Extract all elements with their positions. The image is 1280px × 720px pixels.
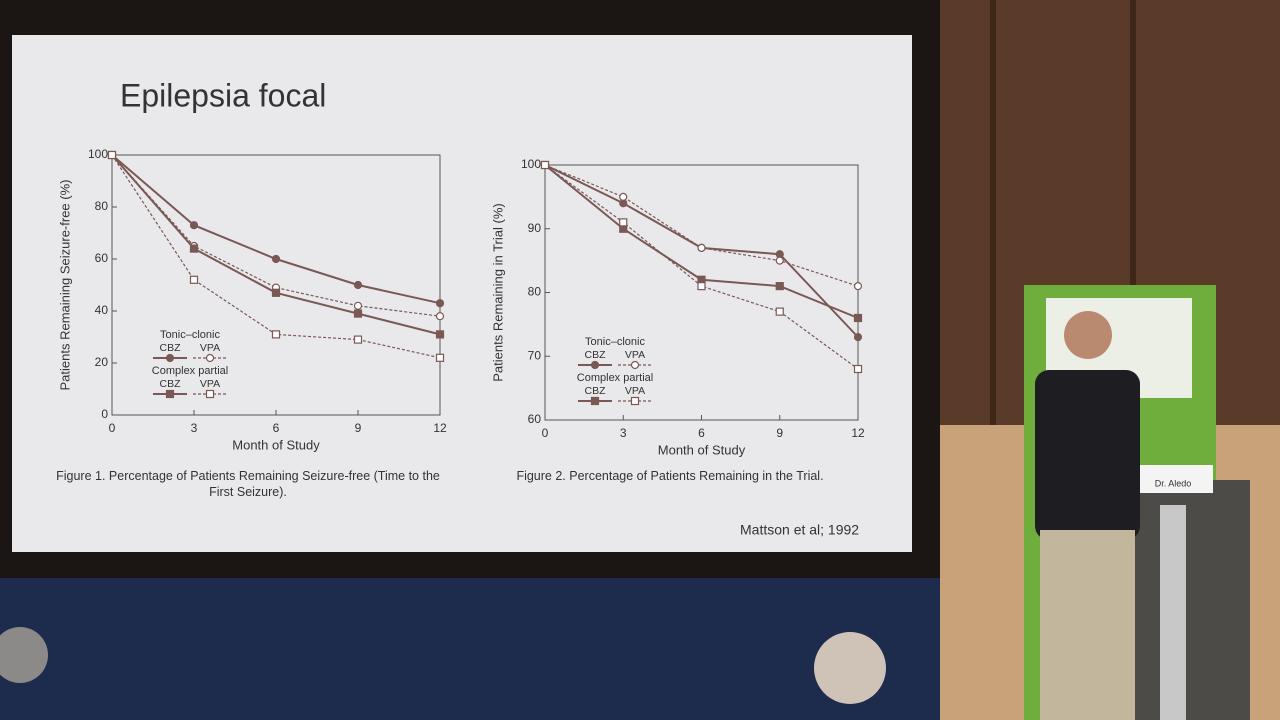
y-tick-label: 60 <box>95 251 109 265</box>
legend-label: CBZ <box>160 342 182 354</box>
marker <box>435 312 445 321</box>
audience-head <box>0 627 48 683</box>
y-tick-label: 70 <box>528 348 542 362</box>
y-tick-label: 80 <box>95 199 109 213</box>
marker <box>435 299 445 308</box>
legend-group-title: Complex partial <box>152 365 228 377</box>
y-axis-label: Patients Remaining in Trial (%) <box>490 203 505 381</box>
slide <box>12 35 912 552</box>
legend-marker <box>590 396 600 406</box>
y-tick-label: 100 <box>521 157 541 171</box>
marker <box>853 282 863 291</box>
citation: Mattson et al; 1992 <box>740 522 859 538</box>
marker <box>697 282 706 291</box>
marker <box>189 244 199 253</box>
marker <box>853 333 863 342</box>
marker <box>619 192 628 201</box>
y-tick-label: 90 <box>528 221 542 235</box>
legend-marker <box>165 389 175 399</box>
legend-marker <box>590 360 600 370</box>
speaker-jacket <box>1035 370 1140 540</box>
marker <box>619 218 628 227</box>
wood-seam <box>990 0 996 430</box>
x-tick-label: 6 <box>273 421 280 435</box>
marker <box>775 282 784 291</box>
audience-head <box>814 632 886 704</box>
x-tick-label: 0 <box>542 426 549 440</box>
marker <box>271 330 281 339</box>
marker <box>697 243 706 252</box>
legend-label: CBZ <box>160 378 182 390</box>
marker <box>107 150 117 160</box>
y-tick-label: 40 <box>95 303 109 317</box>
series-line <box>111 154 441 317</box>
x-tick-label: 3 <box>191 421 198 435</box>
slide-title: Epilepsia focal <box>120 77 326 113</box>
y-tick-label: 60 <box>528 412 542 426</box>
x-axis-label: Month of Study <box>658 442 746 457</box>
stage-curtain <box>0 578 940 720</box>
podium-label: Dr. Aledo <box>1155 478 1192 488</box>
x-tick-label: 12 <box>433 421 447 435</box>
legend-marker <box>205 353 215 363</box>
legend-marker <box>630 360 640 370</box>
x-tick-label: 0 <box>109 421 116 435</box>
legend-label: VPA <box>200 378 220 390</box>
marker <box>853 364 863 374</box>
y-axis-label: Patients Remaining Seizure-free (%) <box>57 180 72 391</box>
marker <box>271 254 281 264</box>
speaker-head <box>1064 311 1112 359</box>
legend-marker <box>205 389 215 399</box>
figure-caption: Figure 2. Percentage of Patients Remaini… <box>516 469 824 483</box>
y-tick-label: 100 <box>88 147 108 161</box>
marker <box>353 301 363 310</box>
marker <box>353 309 363 318</box>
figure-caption: Figure 1. Percentage of Patients Remaini… <box>56 469 440 499</box>
x-tick-label: 3 <box>620 426 627 440</box>
podium-stand <box>1160 505 1186 720</box>
legend-label: VPA <box>200 342 220 354</box>
legend-label: VPA <box>625 385 645 397</box>
wood-seam <box>1130 0 1136 430</box>
x-tick-label: 9 <box>776 426 783 440</box>
marker <box>435 330 445 339</box>
marker <box>775 307 784 316</box>
y-tick-label: 80 <box>528 285 542 299</box>
y-tick-label: 0 <box>101 407 108 421</box>
legend-group-title: Complex partial <box>577 372 653 384</box>
marker <box>435 353 445 362</box>
podium-sign <box>1133 465 1213 493</box>
marker <box>189 221 199 230</box>
legend-label: VPA <box>625 349 645 361</box>
marker <box>775 256 784 265</box>
legend-marker <box>630 396 640 406</box>
marker <box>353 335 363 344</box>
legend-label: CBZ <box>585 385 607 397</box>
marker <box>189 275 199 284</box>
y-tick-label: 20 <box>95 355 109 369</box>
marker <box>853 313 863 323</box>
x-tick-label: 9 <box>355 421 362 435</box>
x-tick-label: 6 <box>698 426 705 440</box>
marker <box>540 160 550 170</box>
x-tick-label: 12 <box>851 426 865 440</box>
legend-group-title: Tonic–clonic <box>160 329 220 341</box>
speaker-trousers <box>1040 530 1135 720</box>
marker <box>271 288 281 297</box>
marker <box>353 280 363 290</box>
legend-group-title: Tonic–clonic <box>585 336 645 348</box>
x-axis-label: Month of Study <box>232 437 320 452</box>
legend-label: CBZ <box>585 349 607 361</box>
legend-marker <box>165 353 175 363</box>
